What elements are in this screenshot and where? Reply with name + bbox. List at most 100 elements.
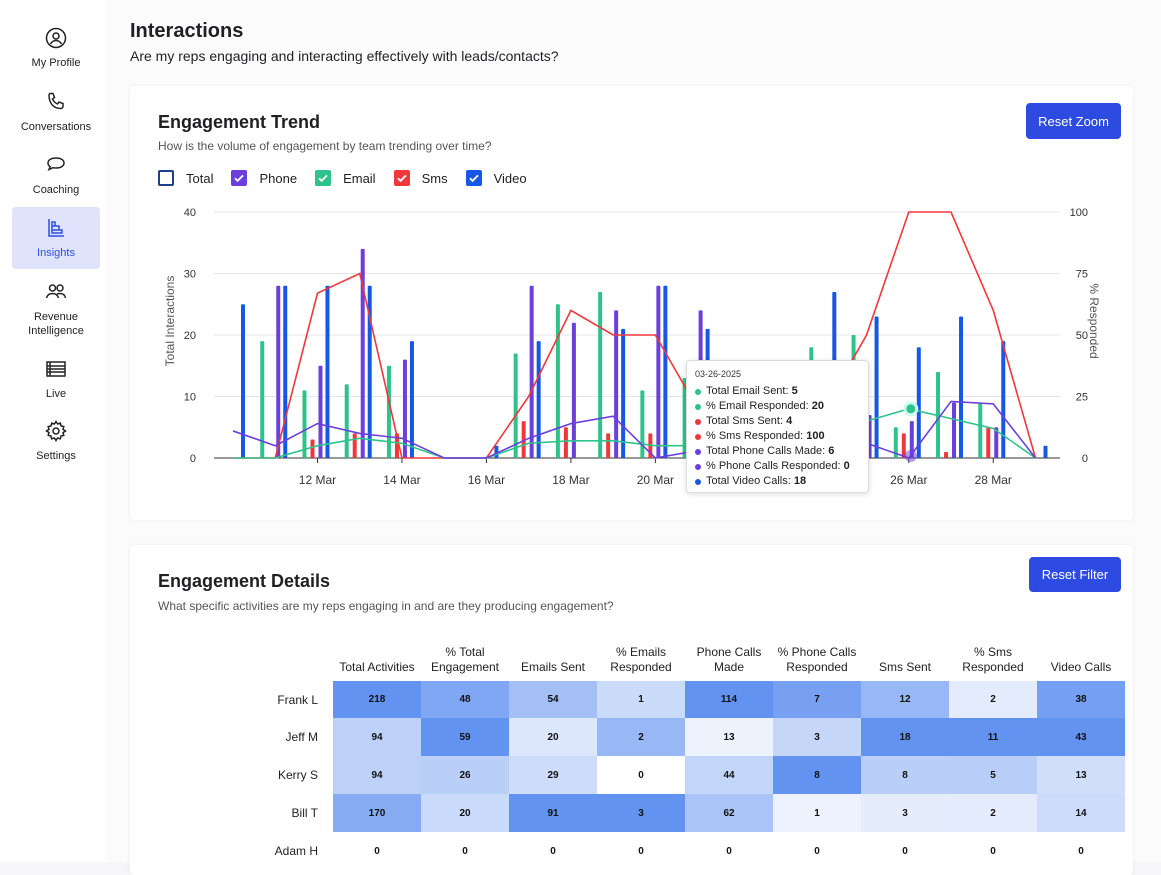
table-cell[interactable]: 3 [597, 794, 685, 832]
legend-item-video[interactable]: Video [465, 170, 527, 186]
y-axis-label: Total Interactions [163, 276, 177, 367]
table-cell[interactable]: 18 [861, 718, 949, 756]
table-cell[interactable]: 14 [1037, 794, 1125, 832]
column-header[interactable]: Total Activities [339, 660, 415, 674]
table-cell[interactable]: 0 [421, 832, 509, 870]
table-cell[interactable]: 114 [685, 681, 773, 718]
sidebar-item-coaching[interactable]: Coaching [12, 145, 100, 205]
table-cell[interactable]: 0 [333, 832, 421, 870]
table-cell[interactable]: 2 [949, 681, 1037, 718]
details-title: Engagement Details [158, 571, 331, 591]
bar-phone [276, 285, 281, 458]
table-cell[interactable]: 11 [949, 718, 1037, 756]
table-cell[interactable]: 2 [949, 794, 1037, 832]
legend-label: Phone [259, 170, 298, 186]
chat-bubbles-icon [47, 157, 65, 171]
checkbox-total[interactable] [158, 170, 174, 186]
table-cell[interactable]: 218 [333, 681, 421, 718]
table-cell[interactable]: 0 [597, 832, 685, 870]
column-header[interactable]: % Emails Responded [610, 645, 672, 674]
bar-video [621, 328, 626, 458]
table-cell[interactable]: 0 [861, 832, 949, 870]
bar-phone [994, 427, 999, 458]
table-cell[interactable]: 0 [949, 832, 1037, 870]
engagement-trend-chart[interactable]: 0 0 10 25 20 50 30 75 40 100 12 Mar 14 Mar 16 Mar 18 … [130, 86, 1133, 520]
column-header[interactable]: % Total Engagement [430, 645, 500, 674]
sidebar-item-my-profile[interactable]: My Profile [12, 18, 100, 78]
bar-email [640, 390, 645, 458]
column-header[interactable]: Video Calls [1050, 660, 1112, 674]
table-cell[interactable]: 38 [1037, 681, 1125, 718]
checkbox-email[interactable] [315, 170, 332, 186]
table-cell[interactable]: 0 [509, 832, 597, 870]
table-row[interactable]: Kerry S 94 26 29 0 44 8 8 5 13 [190, 756, 1125, 794]
table-cell[interactable]: 94 [333, 756, 421, 794]
table-cell[interactable]: 59 [421, 718, 509, 756]
table-cell[interactable]: 20 [421, 794, 509, 832]
reset-zoom-button[interactable]: Reset Zoom [1026, 103, 1121, 139]
table-cell[interactable]: 26 [421, 756, 509, 794]
table-cell[interactable]: 3 [861, 794, 949, 832]
table-cell[interactable]: 54 [509, 681, 597, 718]
user-circle-icon [45, 27, 67, 49]
checkbox-phone[interactable] [231, 170, 248, 186]
table-cell[interactable]: 3 [773, 718, 861, 756]
checkbox-video[interactable] [465, 170, 482, 186]
line--sms-responded [233, 211, 1037, 459]
column-header[interactable]: Phone Calls Made [696, 645, 762, 674]
table-row[interactable]: Bill T 170 20 91 3 62 1 3 2 14 [190, 794, 1125, 832]
legend-item-total[interactable]: Total [158, 170, 213, 186]
table-cell[interactable]: 8 [773, 756, 861, 794]
reset-filter-button[interactable]: Reset Filter [1029, 557, 1121, 592]
table-cell[interactable]: 13 [685, 718, 773, 756]
checkbox-sms[interactable] [393, 170, 410, 186]
table-cell[interactable]: 7 [773, 681, 861, 718]
table-cell[interactable]: 94 [333, 718, 421, 756]
table-cell[interactable]: 0 [597, 756, 685, 794]
rep-name: Adam H [274, 844, 318, 858]
table-row[interactable]: Frank L 218 48 54 1 114 7 12 2 38 [190, 681, 1125, 718]
table-cell[interactable]: 2 [597, 718, 685, 756]
column-header[interactable]: % Sms Responded [962, 645, 1024, 674]
legend-item-sms[interactable]: Sms [393, 170, 448, 186]
sidebar-item-conversations[interactable]: Conversations [12, 82, 100, 142]
bar-video [325, 285, 330, 458]
table-cell[interactable]: 91 [509, 794, 597, 832]
sidebar-item-live[interactable]: Live [12, 350, 100, 408]
sidebar-item-label: Insights [37, 247, 75, 259]
table-cell[interactable]: 48 [421, 681, 509, 718]
table-cell[interactable]: 1 [773, 794, 861, 832]
sidebar-item-revenue-intelligence[interactable]: Revenue Intelligence [12, 272, 100, 346]
sidebar-item-settings[interactable]: Settings [12, 412, 100, 470]
legend-item-email[interactable]: Email [315, 170, 376, 186]
table-cell[interactable]: 12 [861, 681, 949, 718]
bar-email [513, 353, 518, 458]
column-header[interactable]: % Phone Calls Responded [777, 645, 857, 674]
table-cell[interactable]: 170 [333, 794, 421, 832]
table-cell[interactable]: 0 [1037, 832, 1125, 870]
sidebar: My Profile Conversations Coaching Insigh… [0, 0, 106, 862]
table-cell[interactable]: 43 [1037, 718, 1125, 756]
y-tick-label: 20 [184, 330, 196, 342]
table-cell[interactable]: 0 [773, 832, 861, 870]
legend-item-phone[interactable]: Phone [231, 170, 297, 186]
table-cell[interactable]: 20 [509, 718, 597, 756]
table-cell[interactable]: 44 [685, 756, 773, 794]
legend-label: Sms [421, 170, 448, 186]
sidebar-item-insights[interactable]: Insights [12, 207, 100, 269]
check-icon [396, 174, 407, 183]
table-cell[interactable]: 1 [597, 681, 685, 718]
table-cell[interactable]: 13 [1037, 756, 1125, 794]
tooltip-row: Total Email Sent: 5 [695, 384, 860, 399]
table-row[interactable]: Jeff M 94 59 20 2 13 3 18 11 43 [190, 718, 1125, 756]
y-tick-label: 0 [190, 453, 196, 465]
column-header[interactable]: Sms Sent [878, 660, 932, 674]
table-cell[interactable]: 62 [685, 794, 773, 832]
column-header[interactable]: Emails Sent [520, 660, 586, 674]
table-cell[interactable]: 8 [861, 756, 949, 794]
bar-video [536, 341, 541, 458]
table-cell[interactable]: 0 [685, 832, 773, 870]
table-cell[interactable]: 29 [509, 756, 597, 794]
table-cell[interactable]: 5 [949, 756, 1037, 794]
